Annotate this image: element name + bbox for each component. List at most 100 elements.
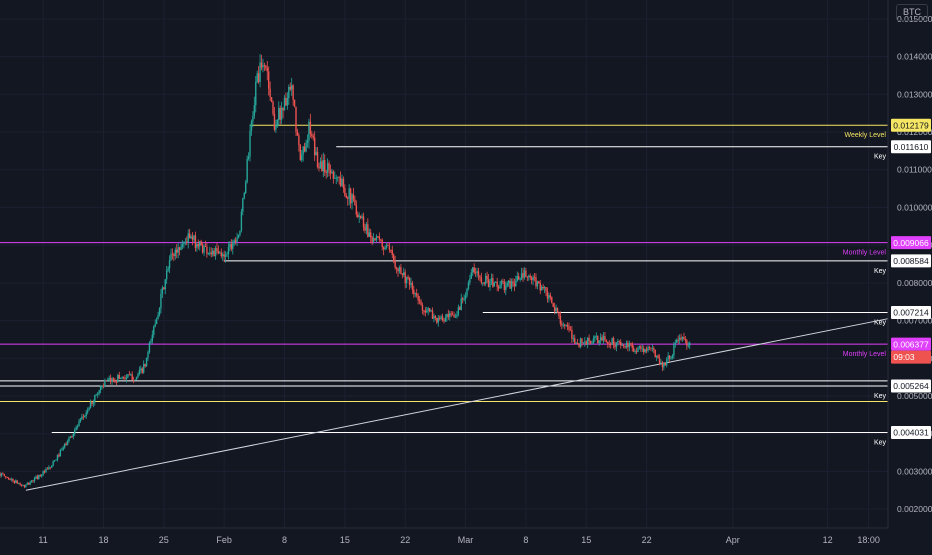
- candle-body: [113, 379, 114, 381]
- candle-body: [666, 359, 667, 365]
- candle-body: [403, 272, 404, 275]
- candle-body: [37, 476, 38, 479]
- candle-body: [642, 348, 643, 349]
- candle-body: [9, 479, 10, 480]
- candle-body: [547, 291, 548, 298]
- level-badge-text-monthly-2: 0.006377: [893, 339, 929, 349]
- candle-body: [267, 68, 268, 72]
- candle-body: [264, 65, 265, 66]
- candle-body: [140, 368, 141, 370]
- candle-body: [613, 338, 614, 345]
- candle-body: [643, 348, 644, 351]
- candle-body: [446, 314, 447, 317]
- candle-body: [392, 250, 393, 255]
- candle-body: [179, 247, 180, 250]
- candle-body: [302, 147, 303, 155]
- candle-body: [65, 444, 66, 445]
- candle-body: [373, 238, 374, 242]
- candle-body: [514, 283, 515, 286]
- candle-body: [535, 277, 536, 286]
- candle-body: [386, 245, 387, 248]
- candle-body: [623, 345, 624, 346]
- candle-body: [400, 267, 401, 274]
- candle-body: [347, 198, 348, 199]
- candle-body: [77, 426, 78, 427]
- candle-body: [123, 377, 124, 378]
- level-badge-text-weekly: 0.012179: [893, 120, 929, 130]
- candle-body: [416, 293, 417, 295]
- candle-body: [686, 340, 687, 346]
- candle-body: [596, 336, 597, 337]
- candle-body: [354, 200, 355, 205]
- candle-body: [205, 246, 206, 247]
- candle-body: [284, 98, 285, 110]
- candle-body: [297, 132, 298, 136]
- candle-body: [63, 447, 64, 449]
- candle-body: [521, 273, 522, 279]
- candle-body: [377, 236, 378, 237]
- candle-body: [633, 348, 634, 352]
- candle-body: [215, 248, 216, 256]
- candle-body: [563, 325, 564, 326]
- candle-body: [81, 417, 82, 420]
- level-badge-text-key-3: 0.007214: [893, 308, 929, 318]
- candle-body: [154, 324, 155, 326]
- candle-body: [688, 345, 689, 346]
- candle-body: [166, 271, 167, 280]
- candle-body: [93, 402, 94, 404]
- candle-body: [672, 355, 673, 357]
- candle-body: [100, 386, 101, 390]
- candle-body: [278, 108, 279, 120]
- candle-body: [51, 466, 52, 468]
- candle-body: [35, 476, 36, 478]
- y-tick-label: 0.002000: [897, 504, 932, 514]
- candle-body: [259, 63, 260, 82]
- candle-body: [495, 282, 496, 283]
- candle-body: [180, 246, 181, 249]
- candle-body: [619, 341, 620, 342]
- candle-body: [550, 295, 551, 297]
- candle-body: [357, 214, 358, 217]
- level-badge-text-key-2: 0.008584: [893, 256, 929, 266]
- candle-body: [269, 89, 270, 97]
- candle-body: [383, 247, 384, 249]
- candle-body: [261, 63, 262, 68]
- candle-body: [384, 248, 385, 249]
- candle-body: [597, 336, 598, 343]
- candle-body: [614, 345, 615, 348]
- candle-body: [512, 281, 513, 283]
- candle-body: [34, 478, 35, 481]
- candle-body: [574, 338, 575, 343]
- candle-body: [153, 326, 154, 334]
- candle-body: [231, 244, 232, 249]
- candle-body: [363, 216, 364, 227]
- candle-body: [54, 460, 55, 461]
- candle-body: [21, 485, 22, 486]
- candle-body: [348, 188, 349, 198]
- candle-body: [2, 474, 3, 475]
- candle-body: [114, 381, 115, 382]
- candle-body: [452, 315, 453, 316]
- candle-body: [662, 363, 663, 368]
- countdown-text: 09:03: [893, 352, 915, 362]
- candle-body: [285, 98, 286, 106]
- candle-body: [175, 250, 176, 256]
- x-tick-label: Mar: [458, 535, 474, 545]
- candle-body: [192, 236, 193, 239]
- candle-body: [169, 260, 170, 268]
- candle-body: [131, 375, 132, 381]
- candle-body: [586, 341, 587, 344]
- candle-body: [173, 254, 174, 256]
- candle-body: [206, 247, 207, 254]
- candle-body: [14, 481, 15, 483]
- candle-body: [80, 419, 81, 421]
- currency-badge[interactable]: BTC: [896, 4, 928, 21]
- candle-body: [96, 395, 97, 396]
- x-tick-label: 22: [642, 535, 652, 545]
- candle-body: [159, 308, 160, 315]
- candle-body: [58, 455, 59, 456]
- candle-body: [459, 307, 460, 310]
- candle-body: [305, 143, 306, 152]
